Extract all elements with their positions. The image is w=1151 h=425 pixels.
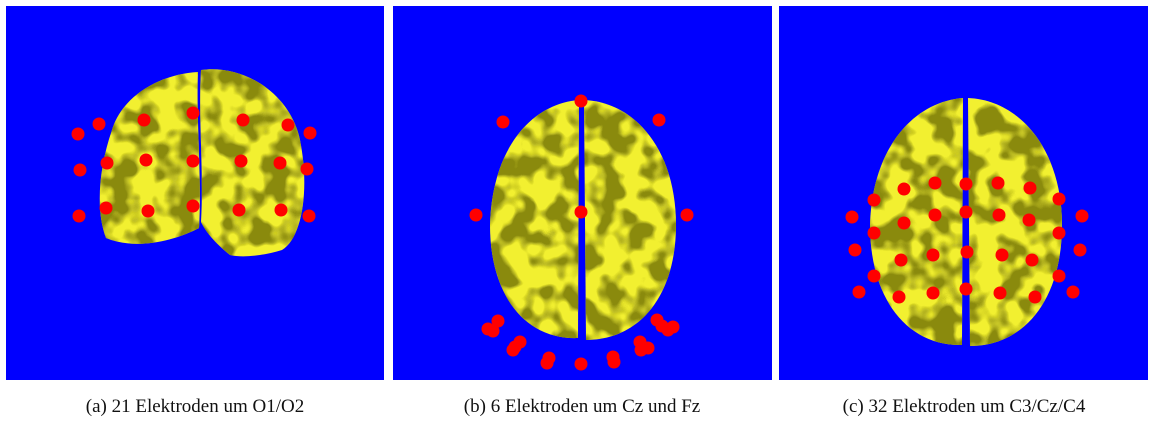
electrodes <box>71 94 1089 371</box>
electrode <box>666 320 680 334</box>
electrode <box>281 118 295 132</box>
electrode <box>959 205 973 219</box>
electrode <box>652 113 666 127</box>
electrode <box>1052 269 1066 283</box>
electrode <box>100 156 114 170</box>
electrode <box>303 126 317 140</box>
electrode <box>1075 209 1089 223</box>
electrode <box>491 314 505 328</box>
electrode <box>186 199 200 213</box>
caption: (b) 6 Elektroden um Cz und Fz <box>464 396 700 417</box>
electrode <box>867 193 881 207</box>
electrode <box>995 248 1009 262</box>
electrode <box>650 313 664 327</box>
electrode <box>960 245 974 259</box>
electrode <box>1052 192 1066 206</box>
electrode <box>897 182 911 196</box>
electrode <box>469 208 483 222</box>
electrode <box>186 106 200 120</box>
electrode <box>634 343 648 357</box>
electrode <box>486 324 500 338</box>
electrode <box>867 269 881 283</box>
electrode <box>1073 243 1087 257</box>
electrode <box>302 209 316 223</box>
electrode <box>273 156 287 170</box>
electrode <box>496 115 510 129</box>
electrode <box>926 286 940 300</box>
electrode <box>993 286 1007 300</box>
electrode <box>232 203 246 217</box>
electrode <box>92 117 106 131</box>
electrode <box>1028 290 1042 304</box>
electrode <box>897 216 911 230</box>
electrode <box>71 127 85 141</box>
brain-c <box>870 98 1062 346</box>
electrode <box>236 113 250 127</box>
electrode <box>928 208 942 222</box>
electrode <box>926 248 940 262</box>
electrode <box>1066 285 1080 299</box>
electrode <box>607 355 621 369</box>
electrode <box>139 153 153 167</box>
panel-c <box>779 6 1148 380</box>
electrode <box>867 226 881 240</box>
caption: (c) 32 Elektroden um C3/Cz/C4 <box>843 396 1086 417</box>
electrode <box>574 205 588 219</box>
electrode <box>1025 253 1039 267</box>
electrode <box>845 210 859 224</box>
caption: (a) 21 Elektroden um O1/O2 <box>86 396 304 417</box>
electrode <box>300 162 314 176</box>
brain-b <box>490 100 676 340</box>
electrode <box>852 285 866 299</box>
electrode <box>540 356 554 370</box>
electrode <box>234 154 248 168</box>
electrode <box>892 290 906 304</box>
electrode <box>137 113 151 127</box>
electrode <box>680 208 694 222</box>
electrode <box>506 343 520 357</box>
electrode <box>959 177 973 191</box>
electrode <box>274 203 288 217</box>
electrode <box>574 357 588 371</box>
electrode <box>73 163 87 177</box>
electrode <box>72 209 86 223</box>
electrode <box>1022 213 1036 227</box>
electrode <box>848 243 862 257</box>
electrode <box>1052 226 1066 240</box>
panel-b <box>393 6 772 380</box>
electrode <box>1023 181 1037 195</box>
electrode <box>894 253 908 267</box>
electrode <box>991 176 1005 190</box>
electrode <box>992 208 1006 222</box>
electrode <box>186 154 200 168</box>
electrode <box>141 204 155 218</box>
electrode <box>99 201 113 215</box>
electrode <box>928 176 942 190</box>
electrode <box>959 282 973 296</box>
electrode <box>574 94 588 108</box>
